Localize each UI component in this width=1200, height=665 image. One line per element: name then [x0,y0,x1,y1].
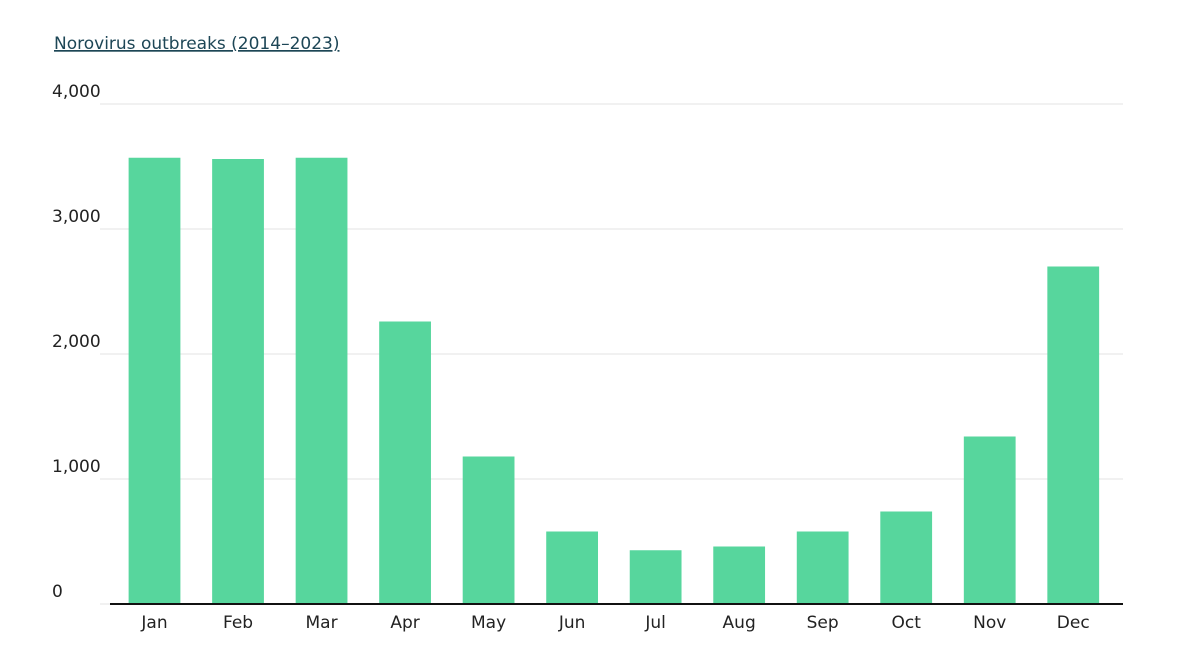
bar [212,159,264,604]
x-tick-label: Sep [807,613,839,633]
bar [295,157,348,604]
x-tick-label: Nov [973,613,1006,633]
x-tick-label: Oct [891,613,921,633]
bar [880,511,933,604]
x-tick-label: Jul [644,613,666,633]
x-tick-label: Apr [390,613,419,633]
y-tick-label: 3,000 [52,207,101,227]
y-tick-label: 4,000 [52,82,101,102]
x-tick-label: May [471,613,506,633]
y-tick-label: 1,000 [52,457,101,477]
x-tick-label: Dec [1057,613,1090,633]
bar [963,436,1016,604]
chart-title: Norovirus outbreaks (2014–2023) [54,34,339,54]
bar [379,321,431,604]
bar [1047,266,1100,604]
bar [629,550,682,604]
x-tick-label: Feb [223,613,253,633]
bar [796,531,849,604]
bar [462,456,515,604]
x-tick-label: Jun [558,613,586,633]
x-tick-label: Mar [306,613,338,633]
bar [713,546,766,604]
bar [546,531,599,604]
y-tick-label: 0 [52,582,63,602]
y-tick-label: 2,000 [52,332,101,352]
x-tick-label: Jan [140,613,167,633]
bar [128,157,181,604]
x-tick-label: Aug [723,613,756,633]
